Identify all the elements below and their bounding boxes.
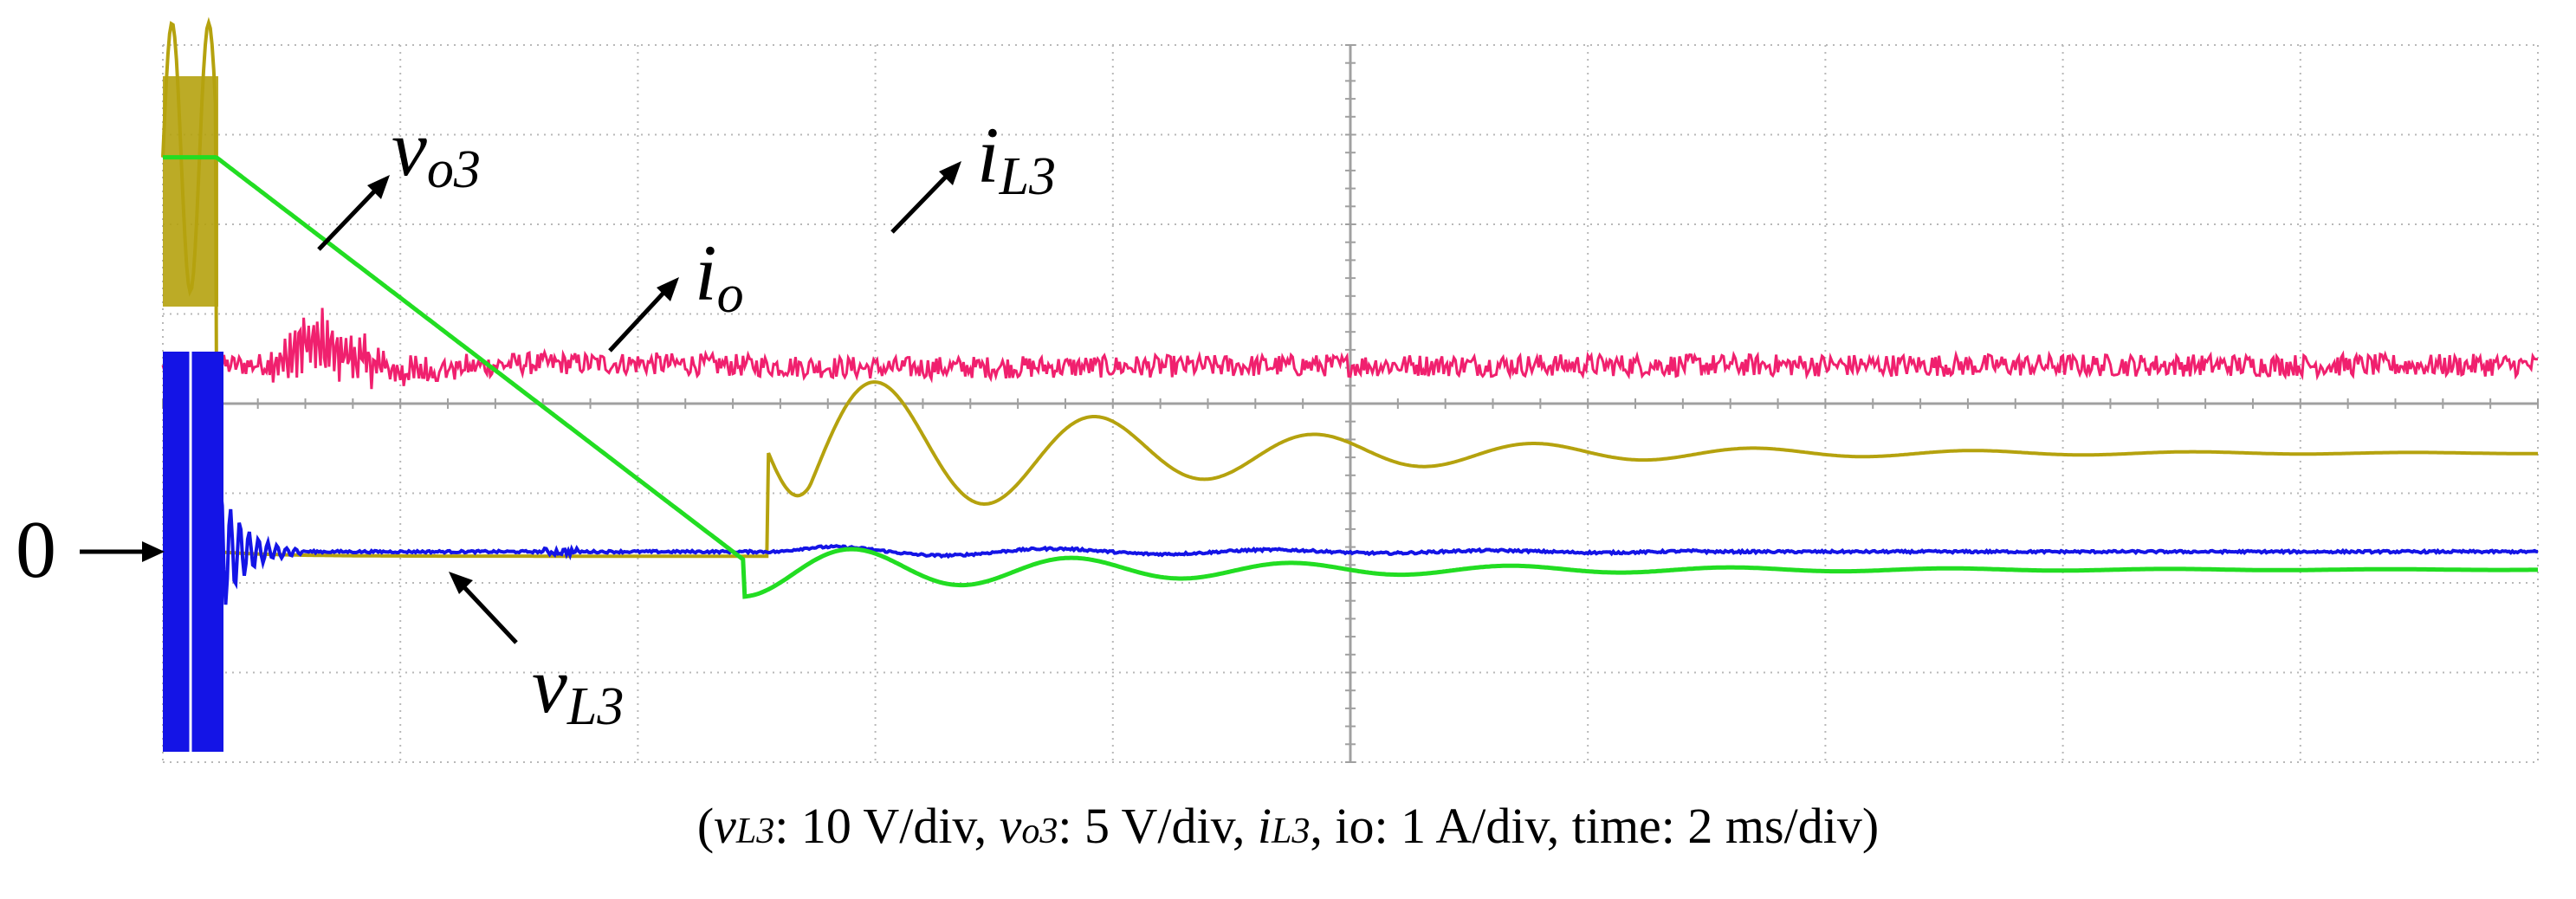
- trace-io: [161, 307, 2539, 390]
- oscilloscope-plot: 0 vo3 iL3 io vL3: [16, 16, 2539, 763]
- series-io: [161, 307, 2539, 390]
- il3-label: iL3: [977, 111, 1056, 206]
- trace-iL3: [161, 16, 2538, 559]
- vo3-arrow: [317, 175, 390, 251]
- io-arrow: [608, 277, 679, 352]
- trace-vL3: [161, 488, 2539, 622]
- grid: [162, 44, 2539, 763]
- figure-caption: (vL3: 10 V/div, vo3: 5 V/div, iL3, io: 1…: [696, 798, 1880, 854]
- traces: [161, 16, 2539, 752]
- series-iL3: [161, 16, 2538, 559]
- vo3-label: vo3: [392, 104, 481, 199]
- vl3-label: vL3: [532, 641, 624, 736]
- zero-marker-arrow: [80, 541, 165, 562]
- series-vL3: [161, 352, 2539, 752]
- il3-initial-burst: [163, 76, 218, 307]
- il3-arrow: [890, 161, 961, 234]
- vl3-initial-burst: [163, 352, 223, 752]
- zero-marker-label: 0: [16, 505, 56, 595]
- trace-vo3: [163, 155, 2538, 599]
- series-vo3: [163, 155, 2538, 599]
- vl3-arrow: [449, 572, 518, 644]
- io-label: io: [695, 229, 744, 324]
